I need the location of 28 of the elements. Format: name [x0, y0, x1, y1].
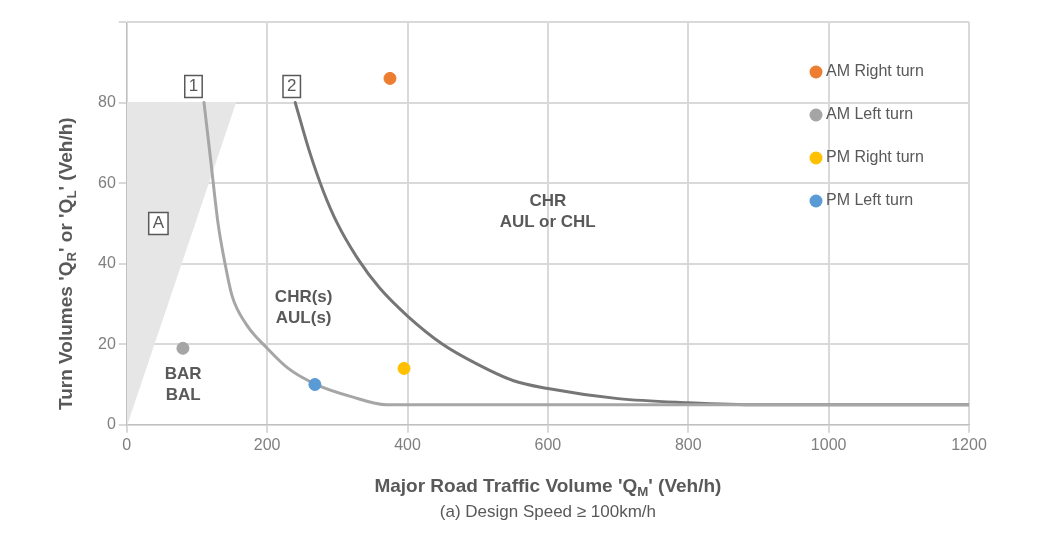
- point: [383, 71, 397, 85]
- x-tick-label: 800: [674, 435, 702, 453]
- y-axis-title: Turn Volumes 'QR' or 'QL' (Veh/h): [55, 117, 80, 411]
- point: [397, 361, 411, 375]
- y-tick-label: 60: [98, 173, 116, 191]
- x-tick-label: 600: [534, 435, 562, 453]
- y-tick-label: 20: [98, 334, 116, 352]
- legend-label: PM Left turn: [826, 191, 914, 209]
- annotation: CHR AUL or CHL: [499, 190, 596, 231]
- annotation: A: [152, 213, 165, 233]
- annotation: CHR(s) AUL(s): [274, 287, 333, 328]
- x-tick-label: 400: [394, 435, 421, 453]
- y-tick-label: 40: [98, 254, 116, 272]
- annotation: 1: [188, 76, 199, 96]
- point: [308, 378, 322, 392]
- annotation: 2: [287, 76, 297, 96]
- text: (a) Design Speed ≥ 100km/h: [439, 502, 657, 522]
- x-tick-label: 1200: [951, 435, 987, 453]
- legend-label: AM Left turn: [826, 105, 914, 123]
- annotation: BAR BAL: [164, 363, 202, 404]
- x-tick-label: 200: [253, 435, 281, 453]
- y-tick-label: 0: [106, 415, 116, 433]
- x-tick-label: 0: [122, 435, 132, 453]
- x-tick-label: 1000: [810, 435, 847, 453]
- legend-label: AM Right turn: [826, 62, 924, 80]
- legend-label: PM Right turn: [826, 148, 924, 166]
- point: [176, 341, 190, 355]
- y-tick-label: 80: [98, 92, 116, 110]
